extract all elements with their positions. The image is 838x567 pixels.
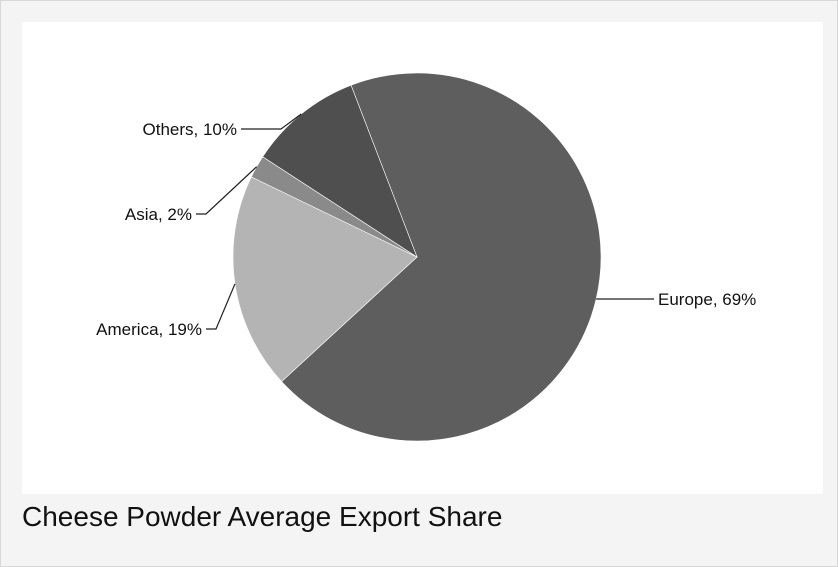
pie-chart: Europe, 69% America, 19% Asia, 2% Others, 1…	[96, 72, 756, 442]
slice-label-others: Others, 10%	[143, 120, 238, 139]
leader-line-others	[241, 113, 302, 130]
slice-label-asia: Asia, 2%	[125, 205, 192, 224]
pie-slice-others	[262, 84, 418, 258]
leader-line-america	[206, 283, 236, 330]
pie-slice-europe	[281, 72, 602, 442]
chart-caption: Cheese Powder Average Export Share	[22, 501, 503, 532]
plot-area: Europe, 69% America, 19% Asia, 2% Others, 1…	[22, 22, 823, 494]
pie-slice-america	[232, 176, 418, 382]
leader-line-asia	[196, 166, 258, 215]
slice-label-europe: Europe, 69%	[658, 290, 756, 309]
slice-label-america: America, 19%	[96, 320, 202, 339]
